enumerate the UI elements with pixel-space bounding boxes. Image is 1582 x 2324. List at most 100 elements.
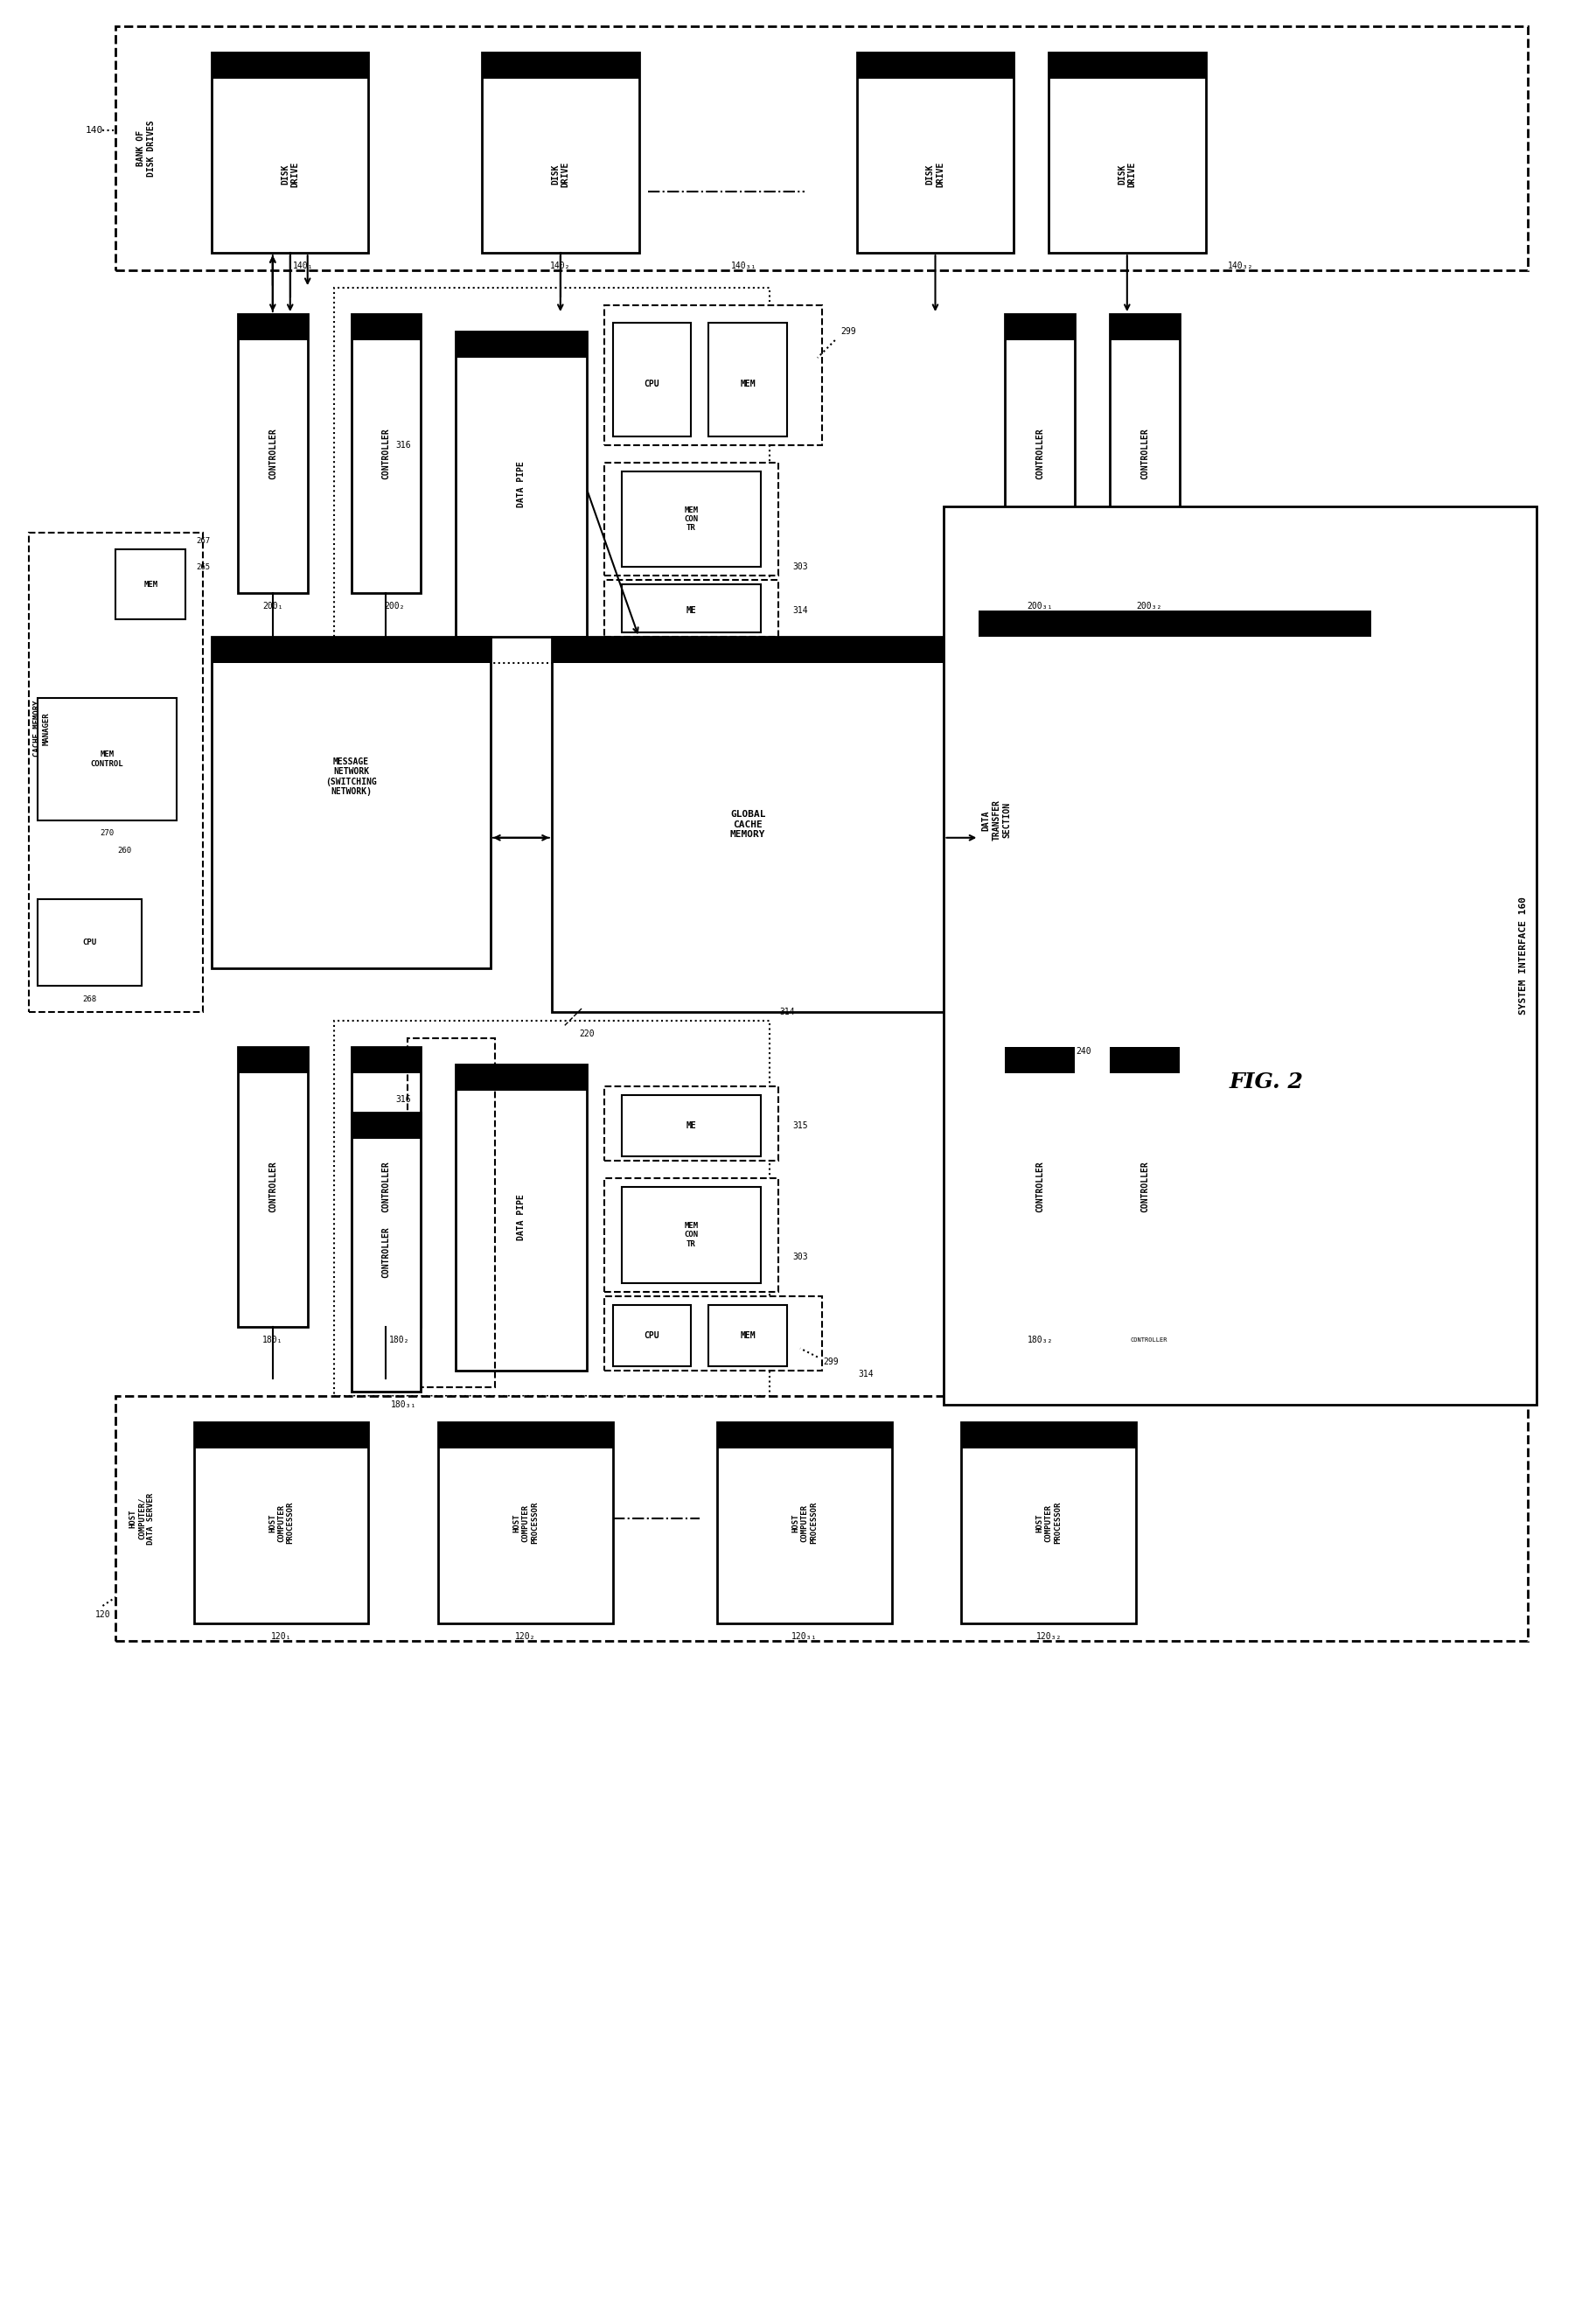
Text: 140₃₂: 140₃₂: [1228, 263, 1253, 270]
FancyBboxPatch shape: [612, 323, 691, 437]
FancyBboxPatch shape: [212, 51, 369, 79]
FancyBboxPatch shape: [237, 1048, 307, 1327]
Text: HOST
COMPUTER
PROCESSOR: HOST COMPUTER PROCESSOR: [513, 1501, 538, 1543]
FancyBboxPatch shape: [351, 1048, 421, 1327]
FancyBboxPatch shape: [456, 1064, 587, 1090]
Text: 120₁: 120₁: [271, 1631, 291, 1641]
Text: HOST
COMPUTER
PROCESSOR: HOST COMPUTER PROCESSOR: [1036, 1501, 1062, 1543]
Text: 180₁: 180₁: [263, 1336, 283, 1343]
FancyBboxPatch shape: [483, 51, 639, 253]
FancyBboxPatch shape: [622, 1095, 761, 1157]
FancyBboxPatch shape: [709, 323, 788, 437]
Text: GLOBAL
CACHE
MEMORY: GLOBAL CACHE MEMORY: [731, 811, 766, 839]
Text: 314: 314: [793, 607, 808, 616]
FancyBboxPatch shape: [1005, 1048, 1074, 1327]
Text: DISK
DRIVE: DISK DRIVE: [925, 163, 944, 188]
Text: ME: ME: [687, 607, 696, 616]
FancyBboxPatch shape: [212, 51, 369, 253]
Text: 180₃₂: 180₃₂: [1027, 1336, 1052, 1343]
Text: 200₁: 200₁: [263, 602, 283, 611]
Text: MEM: MEM: [740, 1332, 756, 1339]
Text: 316: 316: [396, 1095, 411, 1104]
FancyBboxPatch shape: [351, 314, 421, 339]
Text: HOST
COMPUTER
PROCESSOR: HOST COMPUTER PROCESSOR: [269, 1501, 294, 1543]
FancyBboxPatch shape: [456, 1064, 587, 1371]
FancyBboxPatch shape: [962, 1422, 1136, 1622]
FancyBboxPatch shape: [1109, 314, 1180, 593]
Text: 140₃₁: 140₃₁: [731, 263, 756, 270]
Text: 316: 316: [396, 442, 411, 449]
Text: 140₂: 140₂: [551, 263, 571, 270]
FancyBboxPatch shape: [1005, 314, 1074, 593]
FancyBboxPatch shape: [195, 1422, 369, 1448]
Text: MEM
CON
TR: MEM CON TR: [683, 507, 698, 532]
FancyBboxPatch shape: [237, 314, 307, 339]
FancyBboxPatch shape: [115, 1397, 1528, 1641]
Text: ME: ME: [687, 1122, 696, 1129]
FancyBboxPatch shape: [612, 1304, 691, 1367]
Text: 200₃₁: 200₃₁: [1027, 602, 1052, 611]
FancyBboxPatch shape: [195, 1422, 369, 1622]
FancyBboxPatch shape: [456, 332, 587, 637]
Text: CONTROLLER: CONTROLLER: [381, 428, 391, 479]
FancyBboxPatch shape: [237, 1048, 307, 1074]
FancyBboxPatch shape: [604, 1297, 823, 1371]
FancyBboxPatch shape: [604, 1088, 778, 1160]
Text: 140: 140: [85, 125, 103, 135]
Text: 268: 268: [82, 995, 97, 1004]
Text: DISK
DRIVE: DISK DRIVE: [1117, 163, 1136, 188]
Text: 267: 267: [196, 537, 210, 544]
Text: 299: 299: [823, 1357, 838, 1367]
Text: MEM: MEM: [144, 581, 158, 588]
Text: HOST
COMPUTER/
DATA SERVER: HOST COMPUTER/ DATA SERVER: [128, 1492, 155, 1545]
FancyBboxPatch shape: [552, 637, 944, 1013]
FancyBboxPatch shape: [944, 507, 1536, 1406]
Text: 180₂: 180₂: [389, 1336, 410, 1343]
Text: DATA PIPE: DATA PIPE: [517, 1195, 525, 1241]
FancyBboxPatch shape: [351, 1048, 421, 1074]
Text: CONTROLLER: CONTROLLER: [381, 1227, 391, 1278]
FancyBboxPatch shape: [212, 637, 490, 969]
FancyBboxPatch shape: [438, 1422, 612, 1448]
Text: MESSAGE
NETWORK
(SWITCHING
NETWORK): MESSAGE NETWORK (SWITCHING NETWORK): [326, 758, 377, 797]
Text: CONTROLLER: CONTROLLER: [1036, 428, 1044, 479]
Text: 120₂: 120₂: [516, 1631, 536, 1641]
FancyBboxPatch shape: [857, 51, 1014, 253]
Text: SYSTEM INTERFACE 160: SYSTEM INTERFACE 160: [1519, 897, 1528, 1016]
Text: 200₂: 200₂: [384, 602, 405, 611]
FancyBboxPatch shape: [717, 1422, 892, 1448]
FancyBboxPatch shape: [1005, 314, 1074, 339]
Text: 270: 270: [100, 830, 114, 837]
FancyBboxPatch shape: [38, 899, 142, 985]
Text: 240: 240: [1076, 1048, 1092, 1055]
Text: CONTROLLER: CONTROLLER: [1036, 1162, 1044, 1213]
Text: 314: 314: [780, 1009, 794, 1016]
FancyBboxPatch shape: [115, 551, 185, 621]
FancyBboxPatch shape: [717, 1422, 892, 1622]
FancyBboxPatch shape: [1005, 1048, 1074, 1074]
Text: 200₃₂: 200₃₂: [1136, 602, 1161, 611]
Text: 120: 120: [95, 1611, 111, 1620]
FancyBboxPatch shape: [857, 51, 1014, 79]
Text: CONTROLLER: CONTROLLER: [381, 1162, 391, 1213]
Text: 120₃₁: 120₃₁: [791, 1631, 818, 1641]
Text: 303: 303: [793, 562, 808, 572]
Text: 120₃₂: 120₃₂: [1036, 1631, 1062, 1641]
Text: CONTROLLER: CONTROLLER: [1130, 1336, 1168, 1343]
Text: CONTROLLER: CONTROLLER: [1141, 1162, 1149, 1213]
Text: DATA
TRANSFER
SECTION: DATA TRANSFER SECTION: [982, 799, 1011, 841]
Text: BANK OF
DISK DRIVES: BANK OF DISK DRIVES: [136, 121, 155, 177]
FancyBboxPatch shape: [38, 697, 177, 820]
Text: 220: 220: [579, 1030, 595, 1039]
FancyBboxPatch shape: [351, 1113, 421, 1392]
Text: CACHE MEMORY
MANAGER: CACHE MEMORY MANAGER: [33, 700, 51, 758]
Text: 180₃₁: 180₃₁: [391, 1401, 416, 1408]
FancyBboxPatch shape: [1049, 51, 1205, 79]
FancyBboxPatch shape: [115, 26, 1528, 270]
FancyBboxPatch shape: [456, 332, 587, 358]
FancyBboxPatch shape: [483, 51, 639, 79]
Text: CPU: CPU: [644, 379, 660, 388]
Text: HOST
COMPUTER
PROCESSOR: HOST COMPUTER PROCESSOR: [791, 1501, 818, 1543]
FancyBboxPatch shape: [604, 1178, 778, 1292]
Text: DISK
DRIVE: DISK DRIVE: [551, 163, 570, 188]
